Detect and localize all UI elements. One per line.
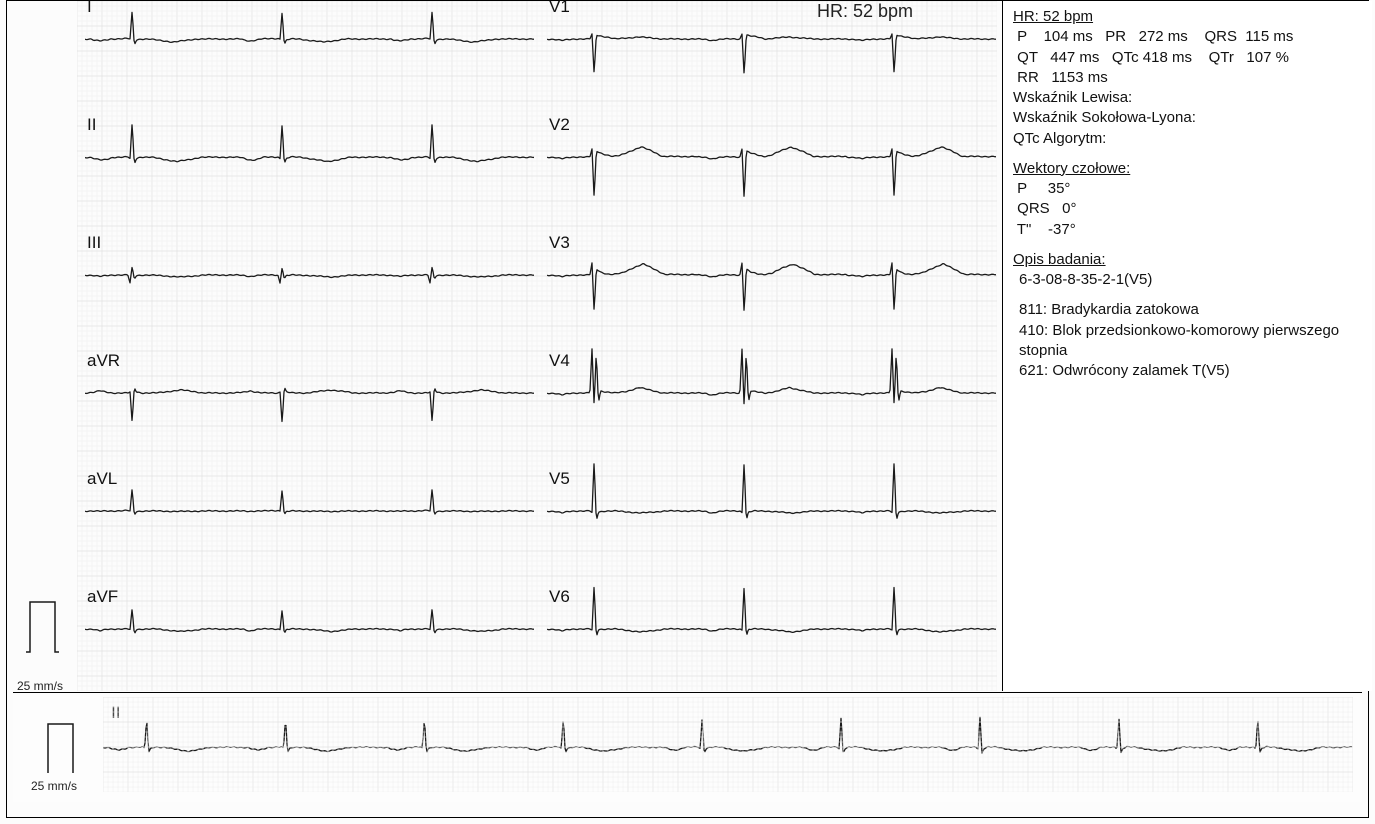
- lead-aVR: aVR: [85, 345, 535, 463]
- qtc-algorithm: QTc Algorytm:: [1013, 129, 1364, 149]
- calibration-pulse: [25, 596, 65, 666]
- vector-p: P 35°: [1013, 179, 1364, 199]
- trace-aVR: [85, 345, 535, 463]
- lead-V3: V3: [547, 227, 997, 345]
- trace-V3: [547, 227, 997, 345]
- rhythm-strip: 25 mm/s II: [13, 692, 1362, 802]
- lead-I: I: [85, 0, 535, 109]
- trace-V1: [547, 0, 997, 109]
- ecg-frame: IIIIIIaVRaVLaVFV1V2V3V4V5V6 HR: 52 bpm 2…: [6, 0, 1369, 818]
- finding-0: 811: Bradykardia zatokowa: [1019, 300, 1364, 320]
- lewis-index: Wskaźnik Lewisa:: [1013, 88, 1364, 108]
- trace-aVL: [85, 463, 535, 581]
- trace-aVF: [85, 581, 535, 699]
- meas-row-3: RR 1153 ms: [1013, 68, 1364, 88]
- meas-row-2: QT 447 ms QTc 418 ms QTr 107 %: [1013, 48, 1364, 68]
- trace-I: [85, 0, 535, 109]
- lead-V4: V4: [547, 345, 997, 463]
- finding-1: 410: Blok przedsionkowo-komorowy pierwsz…: [1019, 321, 1364, 362]
- calibration-pulse-rhythm: [43, 718, 83, 778]
- lead-III: III: [85, 227, 535, 345]
- vectors-heading: Wektory czołowe:: [1013, 159, 1364, 179]
- lead-V1: V1: [547, 0, 997, 109]
- description-heading: Opis badania:: [1013, 250, 1364, 270]
- paper-speed-label-rhythm: 25 mm/s: [31, 779, 77, 793]
- trace-V6: [547, 581, 997, 699]
- trace-II: [85, 109, 535, 227]
- sokolow-index: Wskaźnik Sokołowa-Lyona:: [1013, 108, 1364, 128]
- trace-V5: [547, 463, 997, 581]
- description-code: 6-3-08-8-35-2-1(V5): [1019, 270, 1364, 290]
- lead-aVF: aVF: [85, 581, 535, 699]
- finding-2: 621: Odwrócony zalamek T(V5): [1019, 361, 1364, 381]
- lead-V6: V6: [547, 581, 997, 699]
- heart-rate-label: HR: 52 bpm: [817, 1, 913, 22]
- lead-V2: V2: [547, 109, 997, 227]
- paper-speed-label: 25 mm/s: [17, 679, 63, 693]
- meas-row-1: P 104 ms PR 272 ms QRS 115 ms: [1013, 27, 1364, 47]
- trace-V2: [547, 109, 997, 227]
- lead-V5: V5: [547, 463, 997, 581]
- rhythm-grid: [103, 697, 1363, 792]
- measurements-panel: HR: 52 bpm P 104 ms PR 272 ms QRS 115 ms…: [1002, 1, 1372, 691]
- trace-V4: [547, 345, 997, 463]
- rhythm-background-grid: [103, 697, 1353, 792]
- hr-heading: HR: 52 bpm: [1013, 7, 1364, 27]
- twelve-lead-grid: IIIIIIaVRaVLaVFV1V2V3V4V5V6: [77, 1, 997, 691]
- trace-III: [85, 227, 535, 345]
- vector-qrs: QRS 0°: [1013, 199, 1364, 219]
- lead-aVL: aVL: [85, 463, 535, 581]
- lead-II: II: [85, 109, 535, 227]
- vector-t: T" -37°: [1013, 220, 1364, 240]
